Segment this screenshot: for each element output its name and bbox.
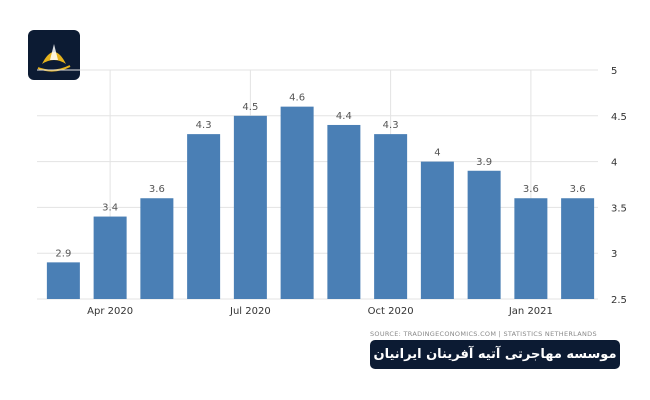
y-tick-label: 4.5 — [611, 112, 627, 123]
bar — [374, 134, 408, 299]
bar-value-label: 4.5 — [242, 102, 258, 113]
bar — [280, 106, 314, 299]
brand-logo — [28, 30, 80, 80]
bar-value-label: 2.9 — [55, 248, 71, 259]
bar — [327, 124, 361, 300]
bar-value-label: 4.6 — [289, 93, 305, 104]
x-tick-label: Oct 2020 — [368, 306, 414, 317]
y-tick-label: 3 — [611, 249, 617, 260]
bar — [140, 198, 174, 299]
bar-value-label: 4 — [434, 148, 440, 159]
bar-value-label: 3.9 — [476, 157, 492, 168]
y-tick-label: 3.5 — [611, 203, 627, 214]
y-tick-label: 2.5 — [611, 295, 627, 306]
bar-value-label: 4.4 — [336, 111, 352, 122]
x-tick-label: Jul 2020 — [229, 306, 271, 317]
bar — [233, 115, 267, 299]
bar-value-label: 3.6 — [523, 184, 539, 195]
y-tick-label: 4 — [611, 158, 617, 169]
bar-value-label: 4.3 — [383, 120, 399, 131]
bar — [93, 216, 127, 299]
y-tick-label: 5 — [611, 66, 617, 77]
bar-value-label: 3.6 — [570, 184, 586, 195]
bar-value-label: 3.6 — [149, 184, 165, 195]
x-tick-label: Apr 2020 — [87, 306, 133, 317]
bar — [467, 170, 501, 299]
bar-value-label: 4.3 — [196, 120, 212, 131]
bar — [561, 198, 595, 299]
bar — [420, 161, 454, 299]
brand-banner: موسسه مهاجرتی آتیه آفرینان ایرانیان — [370, 340, 620, 369]
bar — [187, 134, 221, 299]
chart-source: SOURCE: TRADINGECONOMICS.COM | STATISTIC… — [370, 330, 597, 338]
bar — [514, 198, 548, 299]
x-tick-label: Jan 2021 — [508, 306, 553, 317]
bar-value-label: 3.4 — [102, 203, 118, 214]
bar — [46, 262, 80, 299]
